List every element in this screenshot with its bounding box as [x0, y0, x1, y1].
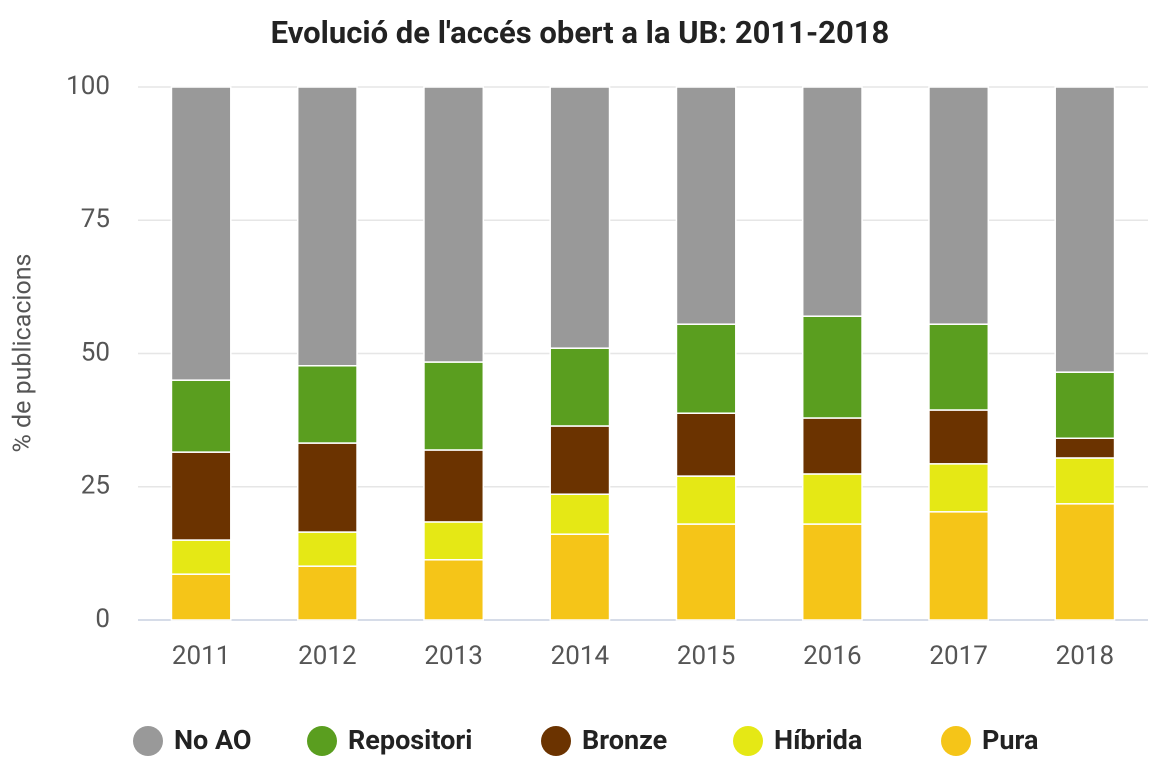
- legend-label: Híbrida: [774, 724, 862, 756]
- bar-segment: [928, 86, 990, 325]
- y-tick-label: 25: [81, 471, 110, 501]
- y-tick-label: 75: [81, 204, 110, 234]
- bar-segment: [549, 533, 611, 621]
- bar-segment: [423, 449, 485, 523]
- bar-segment: [170, 379, 232, 453]
- legend-label: Bronze: [582, 724, 667, 756]
- bar-segment: [675, 523, 737, 621]
- bar-segment: [296, 531, 358, 567]
- bar-segment: [928, 323, 990, 411]
- bar-segment: [549, 493, 611, 535]
- chart-title: Evolució de l'accés obert a la UB: 2011-…: [271, 14, 890, 51]
- bar-segment: [549, 347, 611, 427]
- x-tick-label: 2013: [424, 641, 482, 671]
- bar-segment: [801, 86, 863, 317]
- bar-segment: [423, 361, 485, 451]
- y-tick-label: 50: [81, 337, 110, 367]
- legend-swatch: [941, 726, 971, 756]
- bar-segment: [1054, 457, 1116, 505]
- legend-swatch: [307, 726, 337, 756]
- bar-segment: [296, 442, 358, 533]
- bar-segment: [675, 86, 737, 325]
- bar-segment: [801, 473, 863, 525]
- bar-segment: [296, 565, 358, 621]
- x-tick-label: 2014: [551, 641, 610, 671]
- x-tick-label: 2018: [1056, 641, 1114, 671]
- bar-segment: [1054, 437, 1116, 459]
- legend-label: No AO: [174, 724, 252, 756]
- x-tick-label: 2011: [172, 641, 230, 671]
- bar-segment: [928, 463, 990, 513]
- y-tick-label: 0: [95, 604, 110, 634]
- bar-segment: [928, 409, 990, 465]
- bar-segment: [296, 365, 358, 444]
- x-tick-label: 2015: [677, 641, 735, 671]
- x-tick-label: 2017: [929, 641, 987, 671]
- bar-segment: [675, 412, 737, 477]
- legend-label: Repositori: [348, 724, 472, 756]
- bar-segment: [170, 573, 232, 621]
- y-tick-label: 100: [66, 71, 110, 101]
- bar-segment: [423, 86, 485, 363]
- bar-segment: [549, 425, 611, 495]
- legend-swatch: [133, 726, 163, 756]
- legend-swatch: [541, 726, 571, 756]
- bar-segment: [1054, 86, 1116, 373]
- bar-segment: [170, 86, 232, 381]
- bar-segment: [675, 475, 737, 525]
- x-tick-label: 2016: [803, 641, 861, 671]
- bar-segment: [170, 539, 232, 575]
- bar-segment: [675, 323, 737, 414]
- bar-segment: [1054, 503, 1116, 621]
- bar-segment: [801, 523, 863, 621]
- bar-segment: [423, 559, 485, 621]
- bar-segment: [170, 451, 232, 541]
- bar-segment: [423, 521, 485, 561]
- legend-label: Pura: [982, 724, 1038, 756]
- x-tick-label: 2012: [298, 641, 356, 671]
- bar-segment: [296, 86, 358, 367]
- bar-segment: [928, 511, 990, 621]
- y-axis-label: % de publicacions: [9, 254, 38, 453]
- bar-segment: [801, 315, 863, 419]
- bar-segment: [549, 86, 611, 349]
- legend-swatch: [733, 726, 763, 756]
- bar-segment: [801, 417, 863, 475]
- bar-segment: [1054, 371, 1116, 439]
